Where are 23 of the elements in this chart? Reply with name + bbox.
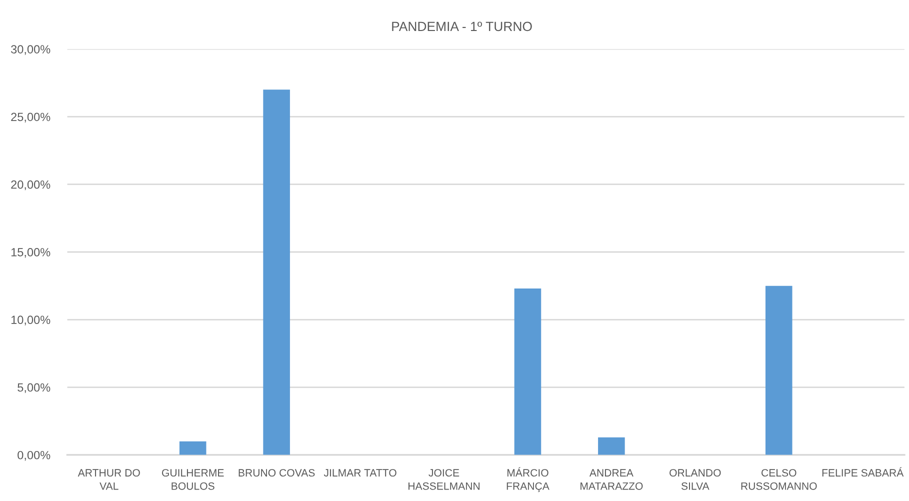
x-tick-label: ORLANDO SILVA	[670, 469, 721, 490]
chart-title: PANDEMIA - 1º TURNO	[392, 22, 532, 32]
x-tick-label: JOICE HASSELMANN	[408, 469, 480, 490]
x-tick-label: GUILHERME BOULOS	[162, 469, 224, 490]
y-tick-label: 5,00%	[18, 383, 50, 394]
bar	[514, 288, 542, 455]
y-tick-label: 25,00%	[11, 112, 50, 123]
x-tick-label: MÁRCIO FRANÇA	[506, 467, 550, 492]
y-tick-label: 30,00%	[11, 45, 50, 55]
y-tick-label: 20,00%	[11, 180, 50, 190]
bar	[179, 441, 206, 455]
x-tick-label: ANDREA MATARAZZO	[580, 469, 643, 490]
y-tick-label: 15,00%	[11, 248, 50, 258]
y-tick-label: 0,00%	[18, 450, 50, 461]
x-tick-label: BRUNO COVAS	[238, 469, 315, 477]
bar	[263, 90, 290, 455]
x-tick-label: ARTHUR DO VAL	[78, 469, 140, 490]
bar	[765, 286, 792, 455]
bar	[598, 437, 625, 455]
x-tick-label: FELIPE SABARÁ	[822, 467, 904, 477]
y-tick-label: 10,00%	[11, 316, 50, 326]
x-tick-label: JILMAR TATTO	[324, 469, 396, 477]
x-tick-label: CELSO RUSSOMANNO	[741, 469, 817, 490]
